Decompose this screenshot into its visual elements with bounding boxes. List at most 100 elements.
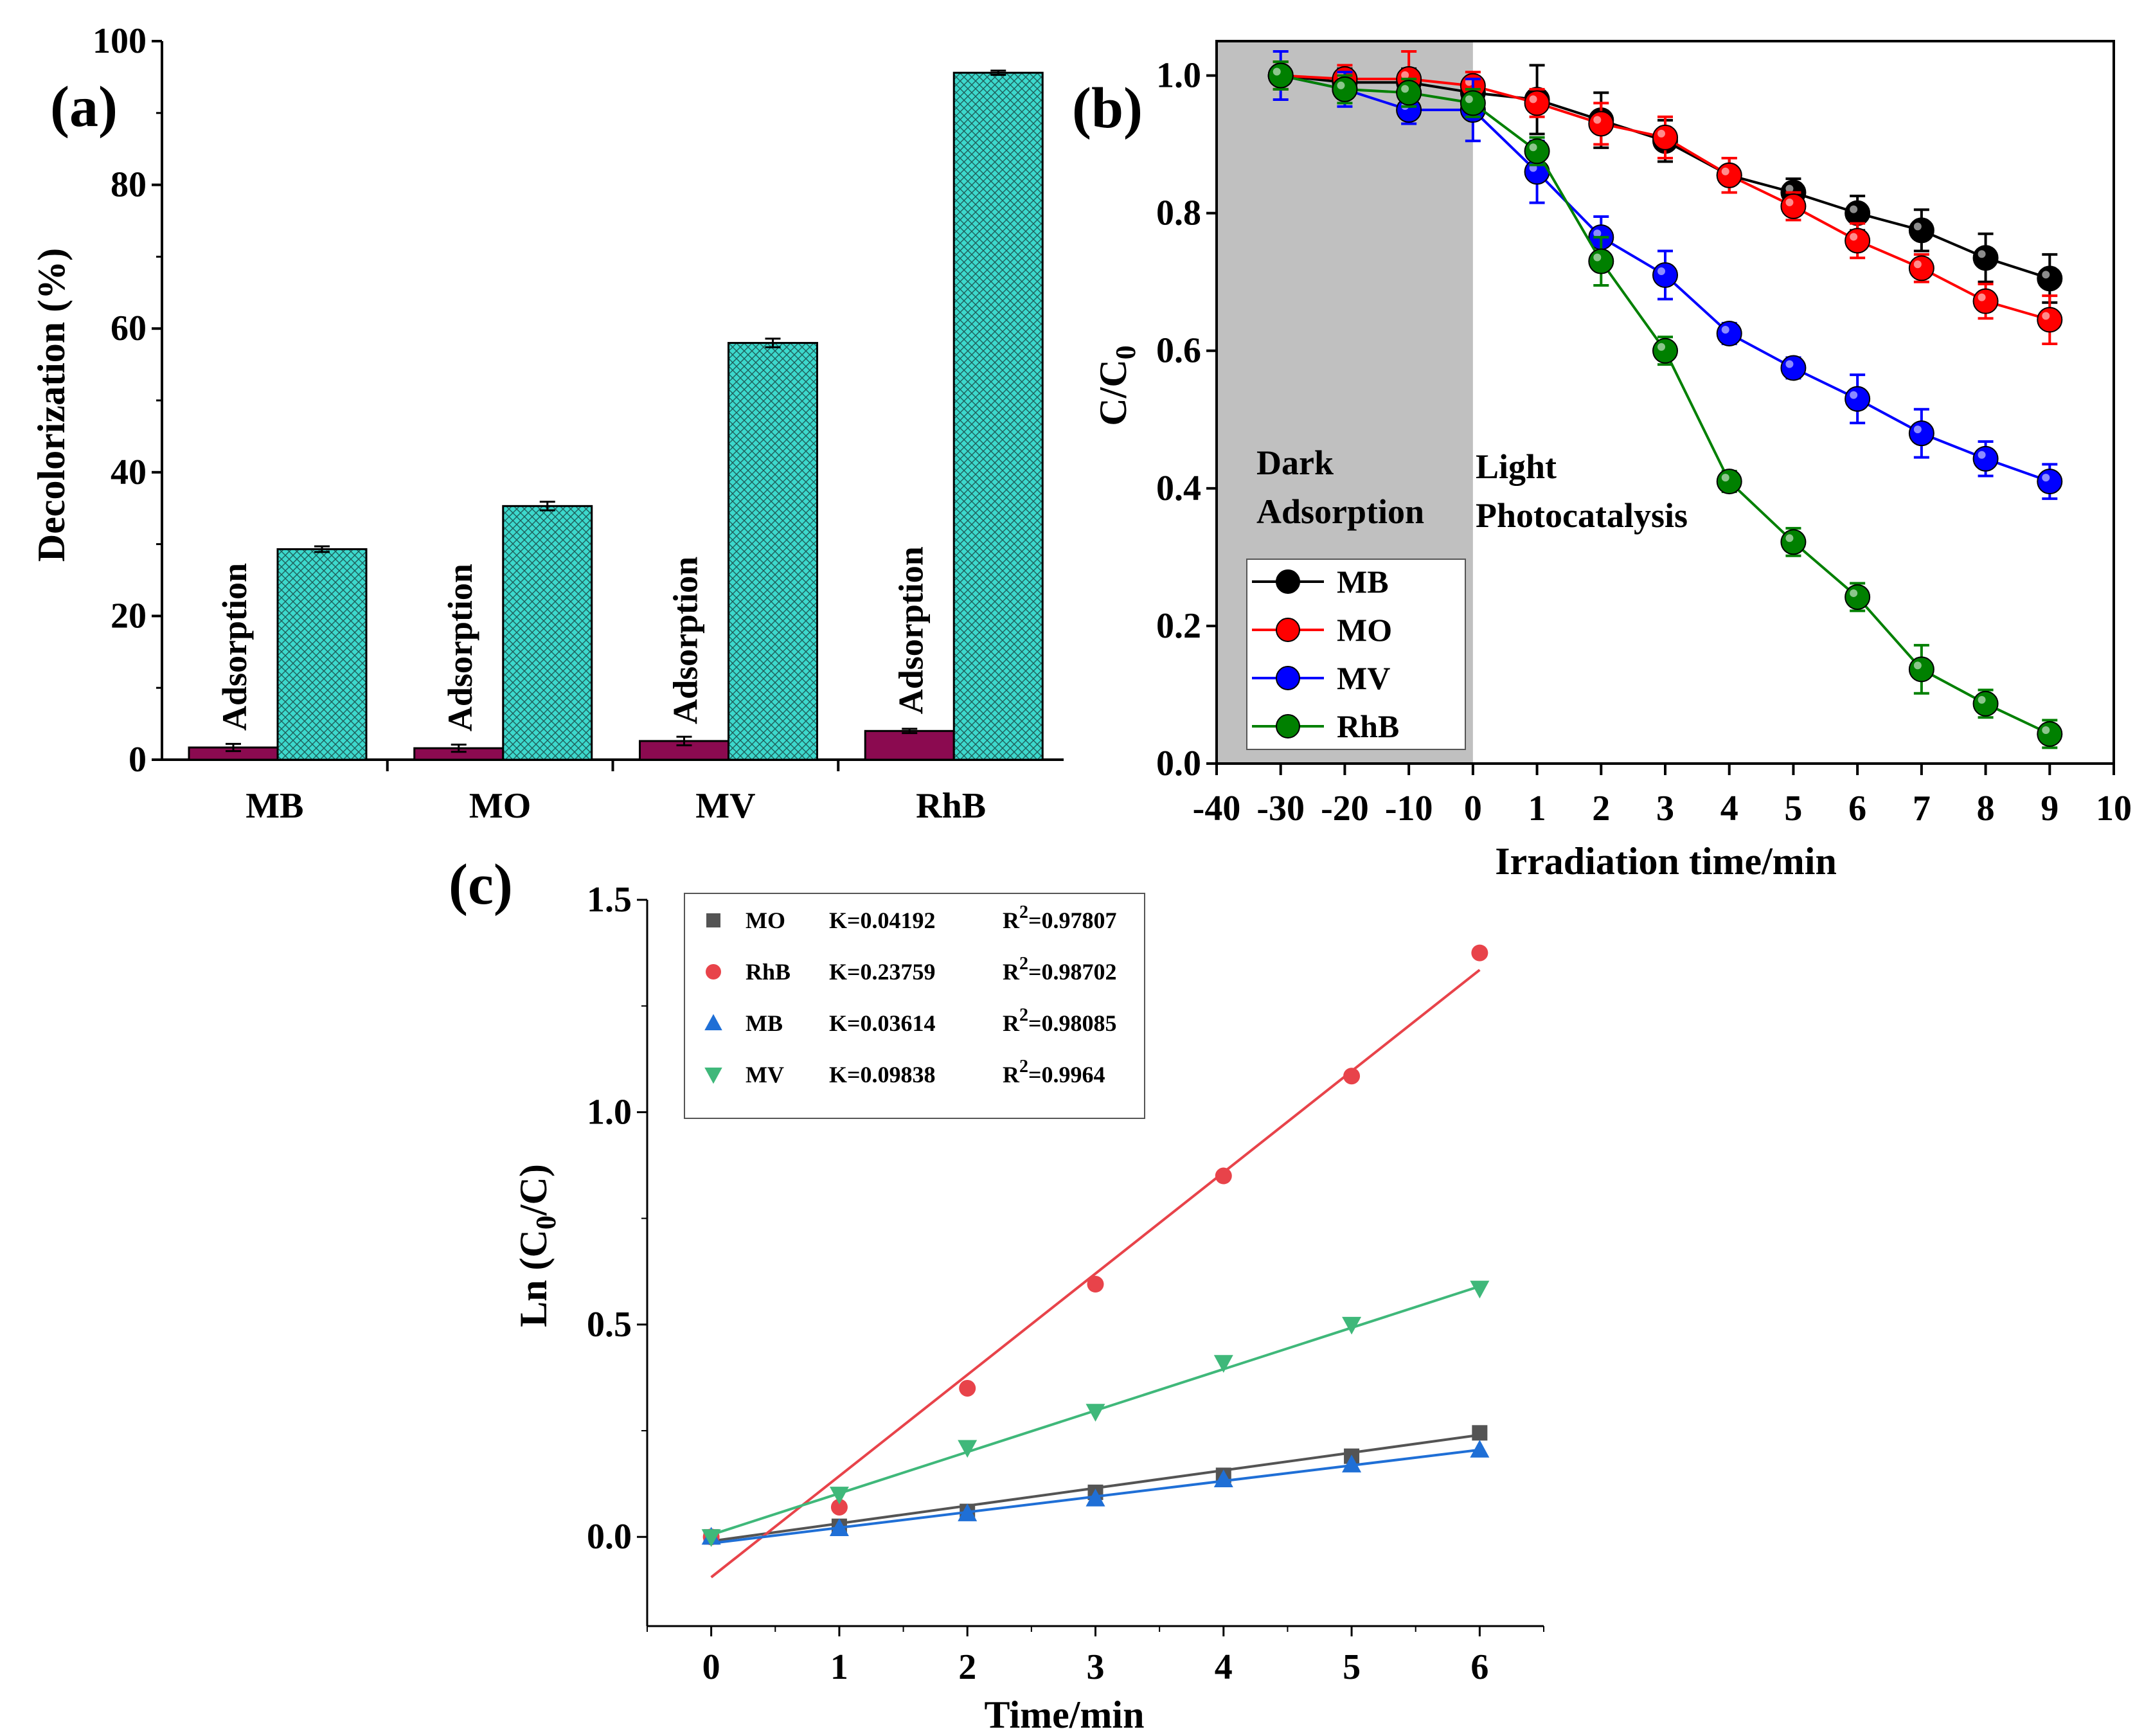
b-ytick-label: 0.6 (1156, 331, 1201, 371)
b-point-RhB (1972, 690, 1999, 717)
b-xtick-label: 2 (1592, 789, 1610, 828)
b-point-highlight (1657, 129, 1665, 138)
b-ytick-label: 1.0 (1156, 56, 1201, 96)
c-xtick-label: 4 (1215, 1647, 1233, 1687)
c-legend-r2: R2=0.98085 (1003, 1005, 1117, 1036)
a-ytick-label: 0 (129, 740, 147, 780)
b-point-RhB (1396, 80, 1422, 106)
b-point-RhB (1780, 529, 1807, 555)
b-point-highlight (1657, 343, 1665, 351)
b-point-highlight (1593, 253, 1602, 262)
c-marker-triangle-down (1342, 1316, 1362, 1335)
a-errorbar (539, 501, 555, 512)
b-point-highlight (1785, 198, 1794, 206)
a-ytick-label: 80 (111, 165, 147, 205)
b-point-MB (1845, 200, 1871, 226)
photocatalysis-label: Photocatalysis (1476, 496, 1688, 535)
c-legend-r2: R2=0.9964 (1003, 1057, 1105, 1087)
b-legend-marker (1276, 714, 1300, 738)
panel-c-ylabel: Ln (C0/C) (512, 1164, 562, 1327)
b-point-MV (1972, 445, 1999, 472)
panel-c-label: (c) (449, 853, 513, 917)
b-ytick-label: 0.4 (1156, 469, 1201, 508)
b-point-RhB (1332, 76, 1358, 102)
c-marker-triangle-down (1470, 1280, 1490, 1299)
panel-b-line-chart: -40 -30 -20 -10 0 1 2 3 4 5 6 7 8 9 10 0.0 0.2 0.4 0.6 0.8 1… (1156, 40, 2132, 828)
b-point-MO (1845, 228, 1871, 254)
b-point-RhB (1588, 248, 1614, 274)
c-legend: MO K=0.04192 R2=0.97807 RhB K=0.23759 R2=0.98… (684, 893, 1145, 1119)
c-legend-r2: R2=0.97807 (1003, 902, 1117, 933)
c-marker-triangle-up (829, 1518, 849, 1537)
b-point-MO (1588, 111, 1614, 137)
a-category-label: MO (469, 786, 531, 826)
c-xtick-label: 2 (958, 1647, 976, 1687)
b-point-RhB (2037, 720, 2063, 747)
b-legend: MB MO MV RhB (1246, 559, 1466, 750)
b-point-highlight (1593, 116, 1602, 124)
c-legend-name: MB (746, 1010, 783, 1036)
c-marker-triangle-up (1085, 1489, 1105, 1507)
b-point-highlight (1721, 167, 1729, 175)
b-point-MB (2037, 265, 2063, 292)
panel-a-bar-chart: 0 20 40 60 80 100 MB Adsorption MO Adsorption MV Ad… (93, 21, 1064, 826)
c-marker-circle (1343, 1068, 1361, 1085)
c-marker-triangle-up (704, 1014, 722, 1030)
b-point-highlight (1850, 391, 1858, 399)
b-point-highlight (2042, 474, 2050, 482)
b-ytick-label: 0.0 (1156, 744, 1201, 783)
b-xtick-label: -30 (1256, 789, 1305, 828)
b-xtick-label: 1 (1528, 789, 1546, 828)
b-point-RhB (1845, 584, 1871, 610)
b-point-highlight (1978, 695, 1986, 704)
b-point-highlight (1401, 85, 1409, 93)
b-xtick-label: 3 (1656, 789, 1674, 828)
c-xtick-label: 6 (1470, 1647, 1488, 1687)
c-legend-name: MO (746, 908, 785, 933)
b-point-MV (1908, 420, 1934, 447)
a-errorbar (676, 735, 692, 747)
c-legend-k: K=0.04192 (829, 908, 936, 933)
b-point-highlight (1337, 81, 1345, 89)
c-marker-circle (1471, 944, 1488, 962)
svg-text:Ln (C0/C): Ln (C0/C) (512, 1164, 562, 1327)
b-point-highlight (1529, 143, 1537, 152)
panel-b-xlabel: Irradiation time/min (1495, 840, 1837, 882)
b-point-highlight (1785, 360, 1794, 368)
b-point-RhB (1652, 337, 1678, 364)
b-point-highlight (1529, 95, 1537, 103)
b-point-MO (2037, 307, 2063, 333)
a-bar-photocatalysis (276, 548, 368, 761)
c-ytick-label: 1.5 (587, 880, 632, 920)
b-point-RhB (1908, 656, 1934, 683)
b-point-MV (2037, 469, 2063, 495)
b-point-RhB (1524, 138, 1550, 165)
b-point-MV (1845, 386, 1871, 412)
c-marker-triangle-down (958, 1440, 978, 1458)
a-bar-annotation: Adsorption (441, 564, 479, 731)
c-marker-circle (706, 964, 721, 980)
b-point-MO (1972, 288, 1999, 314)
b-point-highlight (1913, 661, 1922, 670)
b-xtick-label: 9 (2041, 789, 2059, 828)
b-xtick-label: 5 (1784, 789, 1802, 828)
b-xtick-label: 10 (2096, 789, 2132, 828)
panel-b-label: (b) (1072, 76, 1143, 140)
b-legend-marker (1276, 618, 1300, 642)
b-point-highlight (1465, 95, 1473, 103)
b-ytick-label: 0.2 (1156, 606, 1201, 646)
c-marker-triangle-down (829, 1487, 849, 1505)
b-legend-label: RhB (1337, 708, 1399, 744)
c-marker-square (706, 913, 720, 927)
c-legend-name: MV (746, 1062, 784, 1087)
c-legend-r2: R2=0.98702 (1003, 954, 1117, 985)
b-point-highlight (1593, 229, 1602, 238)
c-marker-circle (1215, 1167, 1232, 1185)
c-marker-triangle-up (958, 1503, 978, 1521)
b-point-highlight (1913, 260, 1922, 269)
b-point-highlight (1913, 425, 1922, 434)
b-point-highlight (1785, 184, 1794, 193)
b-point-RhB (1267, 62, 1294, 89)
b-point-highlight (2042, 312, 2050, 320)
b-xtick-label: -40 (1193, 789, 1241, 828)
